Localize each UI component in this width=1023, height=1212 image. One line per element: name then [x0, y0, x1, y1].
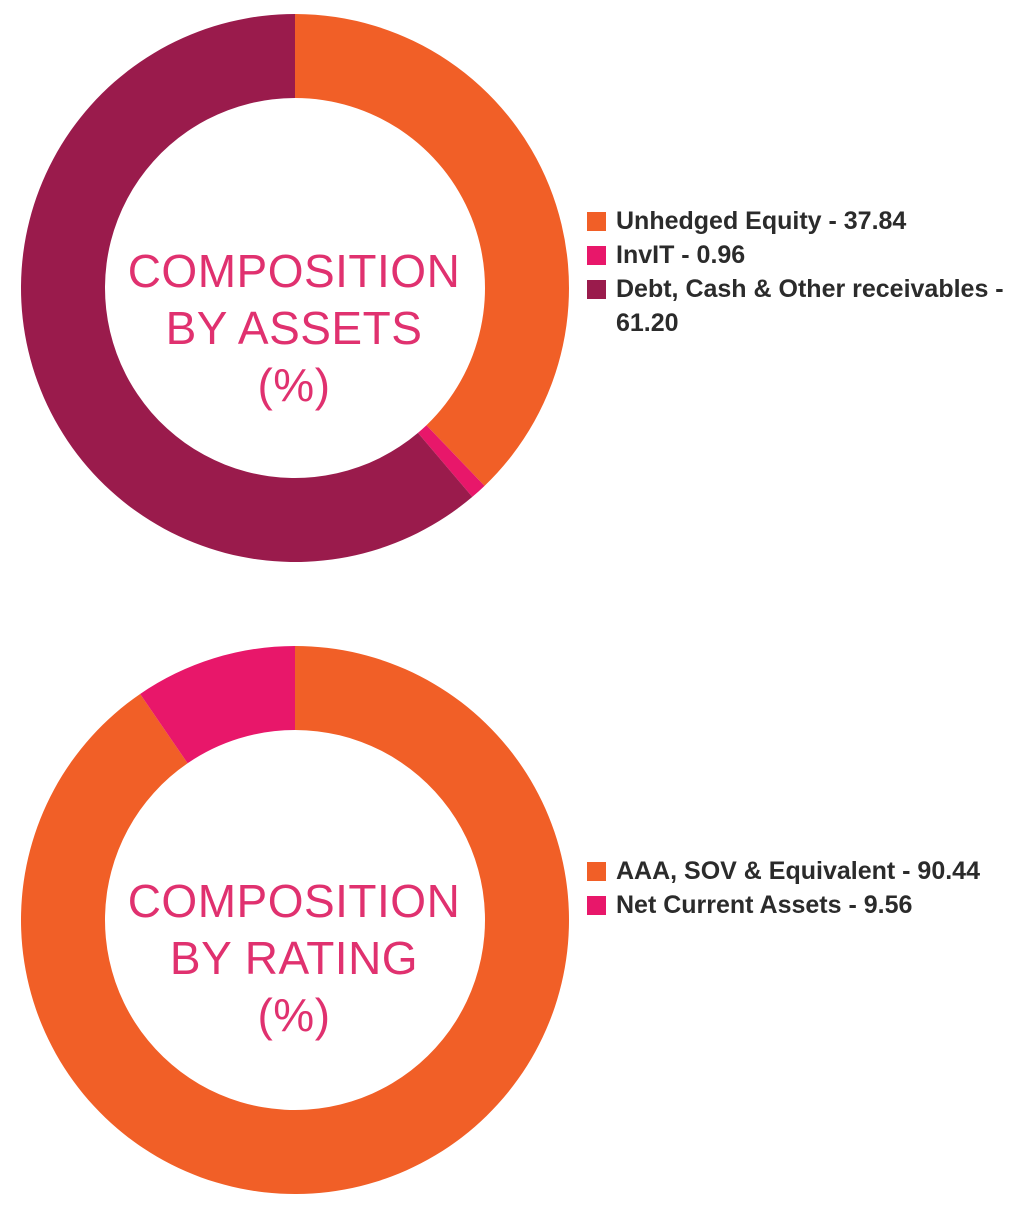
legend-label-unhedged-equity: Unhedged Equity - 37.84: [616, 207, 907, 235]
slice-invit: [417, 425, 485, 497]
legend-swatch-invit: [587, 246, 606, 265]
rating-title-line-3: (%): [257, 989, 331, 1041]
slice-aaa-sov: [20, 646, 569, 1194]
legend-swatch-unhedged-equity: [587, 212, 606, 231]
legend-item-invit: InvIT - 0.96: [587, 238, 1017, 272]
slice-net-current-assets: [140, 646, 295, 764]
legend-item-unhedged-equity: Unhedged Equity - 37.84: [587, 204, 1017, 238]
slice-unhedged-equity: [295, 14, 569, 486]
legend-label-net-current-assets: Net Current Assets - 9.56: [616, 891, 913, 919]
legend-item-net-current-assets: Net Current Assets - 9.56: [587, 888, 1017, 922]
assets-center-title: COMPOSITION BY ASSETS (%): [104, 243, 484, 414]
legend-item-aaa-sov: AAA, SOV & Equivalent - 90.44: [587, 854, 1017, 888]
assets-legend: Unhedged Equity - 37.84 InvIT - 0.96 Deb…: [587, 204, 1017, 340]
assets-title-line-2: BY ASSETS: [165, 302, 423, 354]
legend-label-aaa-sov: AAA, SOV & Equivalent - 90.44: [616, 857, 980, 885]
rating-donut: [20, 646, 569, 1194]
rating-legend: AAA, SOV & Equivalent - 90.44 Net Curren…: [587, 854, 1017, 922]
legend-swatch-debt-cash-other: [587, 280, 606, 299]
assets-donut: [20, 14, 569, 562]
legend-label-invit: InvIT - 0.96: [616, 241, 746, 269]
slice-debt-cash-other: [20, 14, 473, 562]
assets-title-line-3: (%): [257, 359, 331, 411]
rating-title-line-1: COMPOSITION: [127, 875, 461, 927]
rating-chart: COMPOSITION BY RATING (%) AAA, SOV & Equ…: [0, 630, 1023, 1212]
rating-center-title: COMPOSITION BY RATING (%): [104, 873, 484, 1044]
legend-label-debt-cash-other: Debt, Cash & Other receivables - 61.20: [616, 275, 1004, 337]
assets-chart: COMPOSITION BY ASSETS (%) Unhedged Equit…: [0, 0, 1023, 600]
rating-title-line-2: BY RATING: [169, 932, 419, 984]
legend-item-debt-cash-other: Debt, Cash & Other receivables - 61.20: [587, 272, 1017, 340]
assets-title-line-1: COMPOSITION: [127, 245, 461, 297]
legend-swatch-net-current-assets: [587, 896, 606, 915]
legend-swatch-aaa-sov: [587, 862, 606, 881]
